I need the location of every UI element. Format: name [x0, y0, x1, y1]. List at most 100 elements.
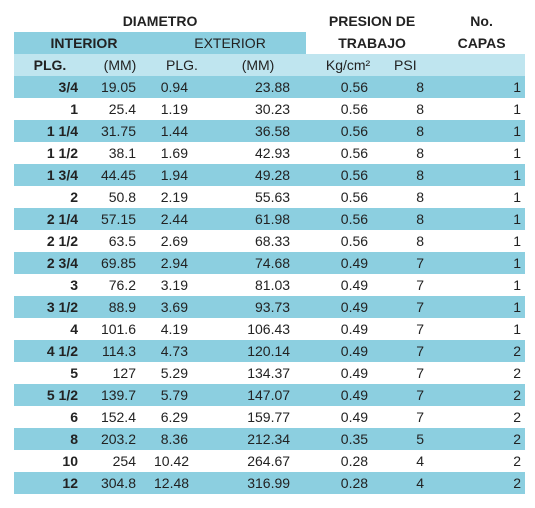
cell-mm-interior: 152.4 [86, 406, 154, 428]
table-row: 1 25.4 1.19 30.23 0.56 8 1 [14, 98, 526, 120]
cell-plg-exterior: 3.19 [154, 274, 210, 296]
cell-mm-interior: 127 [86, 362, 154, 384]
cell-capas: 1 [438, 142, 526, 164]
cell-mm-exterior: 42.93 [210, 142, 307, 164]
cell-kg-cm2: 0.56 [306, 76, 391, 98]
cell-capas: 1 [438, 76, 526, 98]
cell-kg-cm2: 0.56 [306, 208, 391, 230]
cell-mm-interior: 19.05 [86, 76, 154, 98]
cell-mm-interior: 101.6 [86, 318, 154, 340]
cell-psi: 8 [390, 208, 439, 230]
cell-mm-exterior: 81.03 [210, 274, 307, 296]
cell-mm-exterior: 134.37 [210, 362, 307, 384]
cell-plg-exterior: 12.48 [154, 472, 210, 494]
cell-mm-exterior: 264.67 [210, 450, 307, 472]
table-row: 2 1/4 57.15 2.44 61.98 0.56 8 1 [14, 208, 526, 230]
cell-plg-interior: 1 3/4 [14, 164, 86, 186]
cell-mm-exterior: 68.33 [210, 230, 307, 252]
cell-mm-exterior: 55.63 [210, 186, 307, 208]
hose-spec-table: DIAMETRO PRESION DE No. INTERIOR EXTERIO… [14, 10, 526, 494]
cell-kg-cm2: 0.49 [306, 318, 391, 340]
cell-psi: 7 [390, 296, 439, 318]
cell-plg-exterior: 5.79 [154, 384, 210, 406]
header-presion-line2: TRABAJO [306, 32, 439, 54]
cell-mm-interior: 69.85 [86, 252, 154, 274]
cell-kg-cm2: 0.56 [306, 230, 391, 252]
cell-psi: 7 [390, 340, 439, 362]
cell-plg-interior: 1 1/4 [14, 120, 86, 142]
cell-plg-interior: 3 1/2 [14, 296, 86, 318]
table-row: 1 1/2 38.1 1.69 42.93 0.56 8 1 [14, 142, 526, 164]
cell-kg-cm2: 0.49 [306, 274, 391, 296]
cell-mm-exterior: 147.07 [210, 384, 307, 406]
cell-capas: 1 [438, 186, 526, 208]
cell-kg-cm2: 0.56 [306, 164, 391, 186]
cell-plg-interior: 1 [14, 98, 86, 120]
table-row: 3 1/2 88.9 3.69 93.73 0.49 7 1 [14, 296, 526, 318]
cell-mm-exterior: 93.73 [210, 296, 307, 318]
table-row: 5 127 5.29 134.37 0.49 7 2 [14, 362, 526, 384]
cell-mm-interior: 139.7 [86, 384, 154, 406]
subheader-kg-cm2: Kg/cm² [306, 54, 391, 76]
cell-plg-exterior: 0.94 [154, 76, 210, 98]
cell-psi: 7 [390, 252, 439, 274]
table-row: 6 152.4 6.29 159.77 0.49 7 2 [14, 406, 526, 428]
cell-mm-interior: 76.2 [86, 274, 154, 296]
table-row: 3/4 19.05 0.94 23.88 0.56 8 1 [14, 76, 526, 98]
cell-capas: 1 [438, 274, 526, 296]
cell-psi: 8 [390, 164, 439, 186]
cell-plg-interior: 5 [14, 362, 86, 384]
cell-kg-cm2: 0.49 [306, 296, 391, 318]
cell-mm-interior: 88.9 [86, 296, 154, 318]
cell-capas: 1 [438, 120, 526, 142]
cell-capas: 2 [438, 340, 526, 362]
cell-mm-exterior: 120.14 [210, 340, 307, 362]
table-row: 8 203.2 8.36 212.34 0.35 5 2 [14, 428, 526, 450]
subheader-mm-exterior: (MM) [210, 54, 307, 76]
cell-plg-exterior: 1.44 [154, 120, 210, 142]
cell-capas: 1 [438, 230, 526, 252]
cell-plg-interior: 2 [14, 186, 86, 208]
table-row: 5 1/2 139.7 5.79 147.07 0.49 7 2 [14, 384, 526, 406]
cell-plg-interior: 1 1/2 [14, 142, 86, 164]
header-diametro: DIAMETRO [14, 10, 307, 32]
cell-mm-exterior: 36.58 [210, 120, 307, 142]
subheader-psi: PSI [390, 54, 439, 76]
cell-mm-interior: 203.2 [86, 428, 154, 450]
cell-capas: 2 [438, 362, 526, 384]
table-row: 1 1/4 31.75 1.44 36.58 0.56 8 1 [14, 120, 526, 142]
cell-kg-cm2: 0.35 [306, 428, 391, 450]
table-row: 2 3/4 69.85 2.94 74.68 0.49 7 1 [14, 252, 526, 274]
cell-psi: 7 [390, 384, 439, 406]
cell-mm-exterior: 212.34 [210, 428, 307, 450]
table-row: 10 254 10.42 264.67 0.28 4 2 [14, 450, 526, 472]
cell-psi: 8 [390, 230, 439, 252]
table-row: 3 76.2 3.19 81.03 0.49 7 1 [14, 274, 526, 296]
header-exterior: EXTERIOR [154, 32, 307, 54]
cell-mm-interior: 304.8 [86, 472, 154, 494]
cell-plg-interior: 4 [14, 318, 86, 340]
cell-mm-interior: 25.4 [86, 98, 154, 120]
cell-capas: 2 [438, 428, 526, 450]
cell-mm-interior: 50.8 [86, 186, 154, 208]
header-capas-line1: No. [438, 10, 526, 32]
cell-mm-exterior: 316.99 [210, 472, 307, 494]
table-row: 4 1/2 114.3 4.73 120.14 0.49 7 2 [14, 340, 526, 362]
cell-kg-cm2: 0.49 [306, 340, 391, 362]
cell-capas: 2 [438, 384, 526, 406]
cell-kg-cm2: 0.56 [306, 98, 391, 120]
cell-psi: 8 [390, 98, 439, 120]
cell-psi: 4 [390, 450, 439, 472]
cell-kg-cm2: 0.49 [306, 252, 391, 274]
cell-plg-interior: 3 [14, 274, 86, 296]
cell-plg-interior: 2 1/2 [14, 230, 86, 252]
cell-plg-exterior: 2.94 [154, 252, 210, 274]
cell-psi: 7 [390, 406, 439, 428]
cell-psi: 7 [390, 362, 439, 384]
cell-psi: 8 [390, 76, 439, 98]
cell-kg-cm2: 0.56 [306, 142, 391, 164]
cell-plg-interior: 8 [14, 428, 86, 450]
cell-mm-exterior: 61.98 [210, 208, 307, 230]
cell-plg-exterior: 2.19 [154, 186, 210, 208]
